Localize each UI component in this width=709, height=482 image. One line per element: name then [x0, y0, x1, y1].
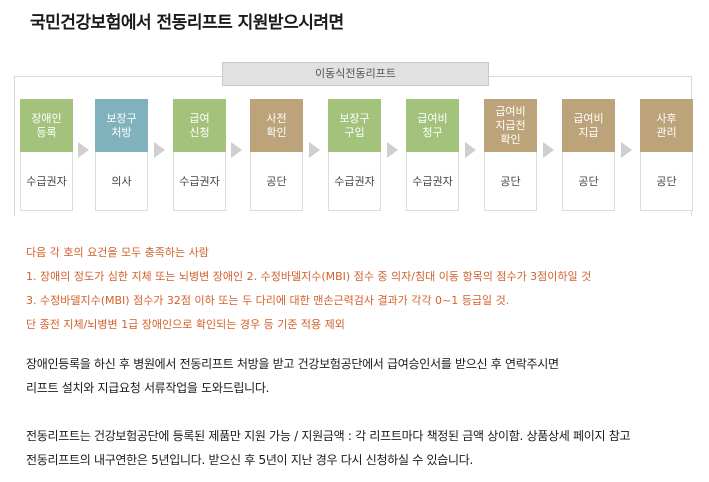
info-paragraph: 전동리프트의 내구연한은 5년입니다. 받으신 후 5년이 지난 경우 다시 신… [26, 453, 474, 467]
process-step: 장애인 등록 수급권자 [20, 99, 73, 211]
step-label: 사후 관리 [640, 99, 693, 152]
step-actor: 공단 [250, 152, 303, 211]
process-step: 보장구 구입 수급권자 [328, 99, 381, 211]
process-step: 보장구 처방 의사 [95, 99, 148, 211]
info-paragraph: 리프트 설치와 지급요청 서류작업을 도와드립니다. [26, 381, 270, 395]
step-actor: 수급권자 [173, 152, 226, 211]
step-actor: 공단 [484, 152, 537, 211]
process-step: 사후 관리 공단 [640, 99, 693, 211]
process-step: 사전 확인 공단 [250, 99, 303, 211]
step-actor: 수급권자 [328, 152, 381, 211]
arrow-right-icon [231, 142, 242, 158]
requirement-line: 1. 장애의 정도가 심한 지체 또는 뇌병변 장애인 2. 수정바델지수(MB… [26, 270, 592, 283]
process-caption: 이동식전동리프트 [222, 62, 489, 86]
step-label: 급여비 지급전 확인 [484, 99, 537, 152]
arrow-right-icon [465, 142, 476, 158]
arrow-right-icon [309, 142, 320, 158]
frame-left-line [14, 76, 15, 216]
process-step: 급여비 청구 수급권자 [406, 99, 459, 211]
requirement-line: 3. 수정바델지수(MBI) 점수가 32점 이하 또는 두 다리에 대한 맨손… [26, 294, 510, 307]
step-label: 급여비 청구 [406, 99, 459, 152]
requirement-line: 다음 각 호의 요건을 모두 충족하는 사람 [26, 246, 209, 259]
step-label: 보장구 처방 [95, 99, 148, 152]
step-label: 장애인 등록 [20, 99, 73, 152]
page-title: 국민건강보험에서 전동리프트 지원받으시려면 [30, 13, 344, 33]
step-label: 보장구 구입 [328, 99, 381, 152]
arrow-right-icon [387, 142, 398, 158]
info-paragraph: 장애인등록을 하신 후 병원에서 전동리프트 처방을 받고 건강보험공단에서 급… [26, 357, 559, 371]
step-label: 사전 확인 [250, 99, 303, 152]
step-actor: 수급권자 [406, 152, 459, 211]
step-actor: 의사 [95, 152, 148, 211]
step-label: 급여비 지급 [562, 99, 615, 152]
info-paragraph: 전동리프트는 건강보험공단에 등록된 제품만 지원 가능 / 지원금액 : 각 … [26, 429, 631, 443]
process-step: 급여비 지급전 확인 공단 [484, 99, 537, 211]
arrow-right-icon [621, 142, 632, 158]
requirement-line: 단 종전 지체/뇌병변 1급 장애인으로 확인되는 경우 등 기준 적용 제외 [26, 318, 345, 331]
step-actor: 공단 [640, 152, 693, 211]
step-actor: 수급권자 [20, 152, 73, 211]
arrow-right-icon [78, 142, 89, 158]
arrow-right-icon [154, 142, 165, 158]
arrow-right-icon [543, 142, 554, 158]
process-step: 급여비 지급 공단 [562, 99, 615, 211]
step-actor: 공단 [562, 152, 615, 211]
step-label: 급여 신청 [173, 99, 226, 152]
process-step: 급여 신청 수급권자 [173, 99, 226, 211]
